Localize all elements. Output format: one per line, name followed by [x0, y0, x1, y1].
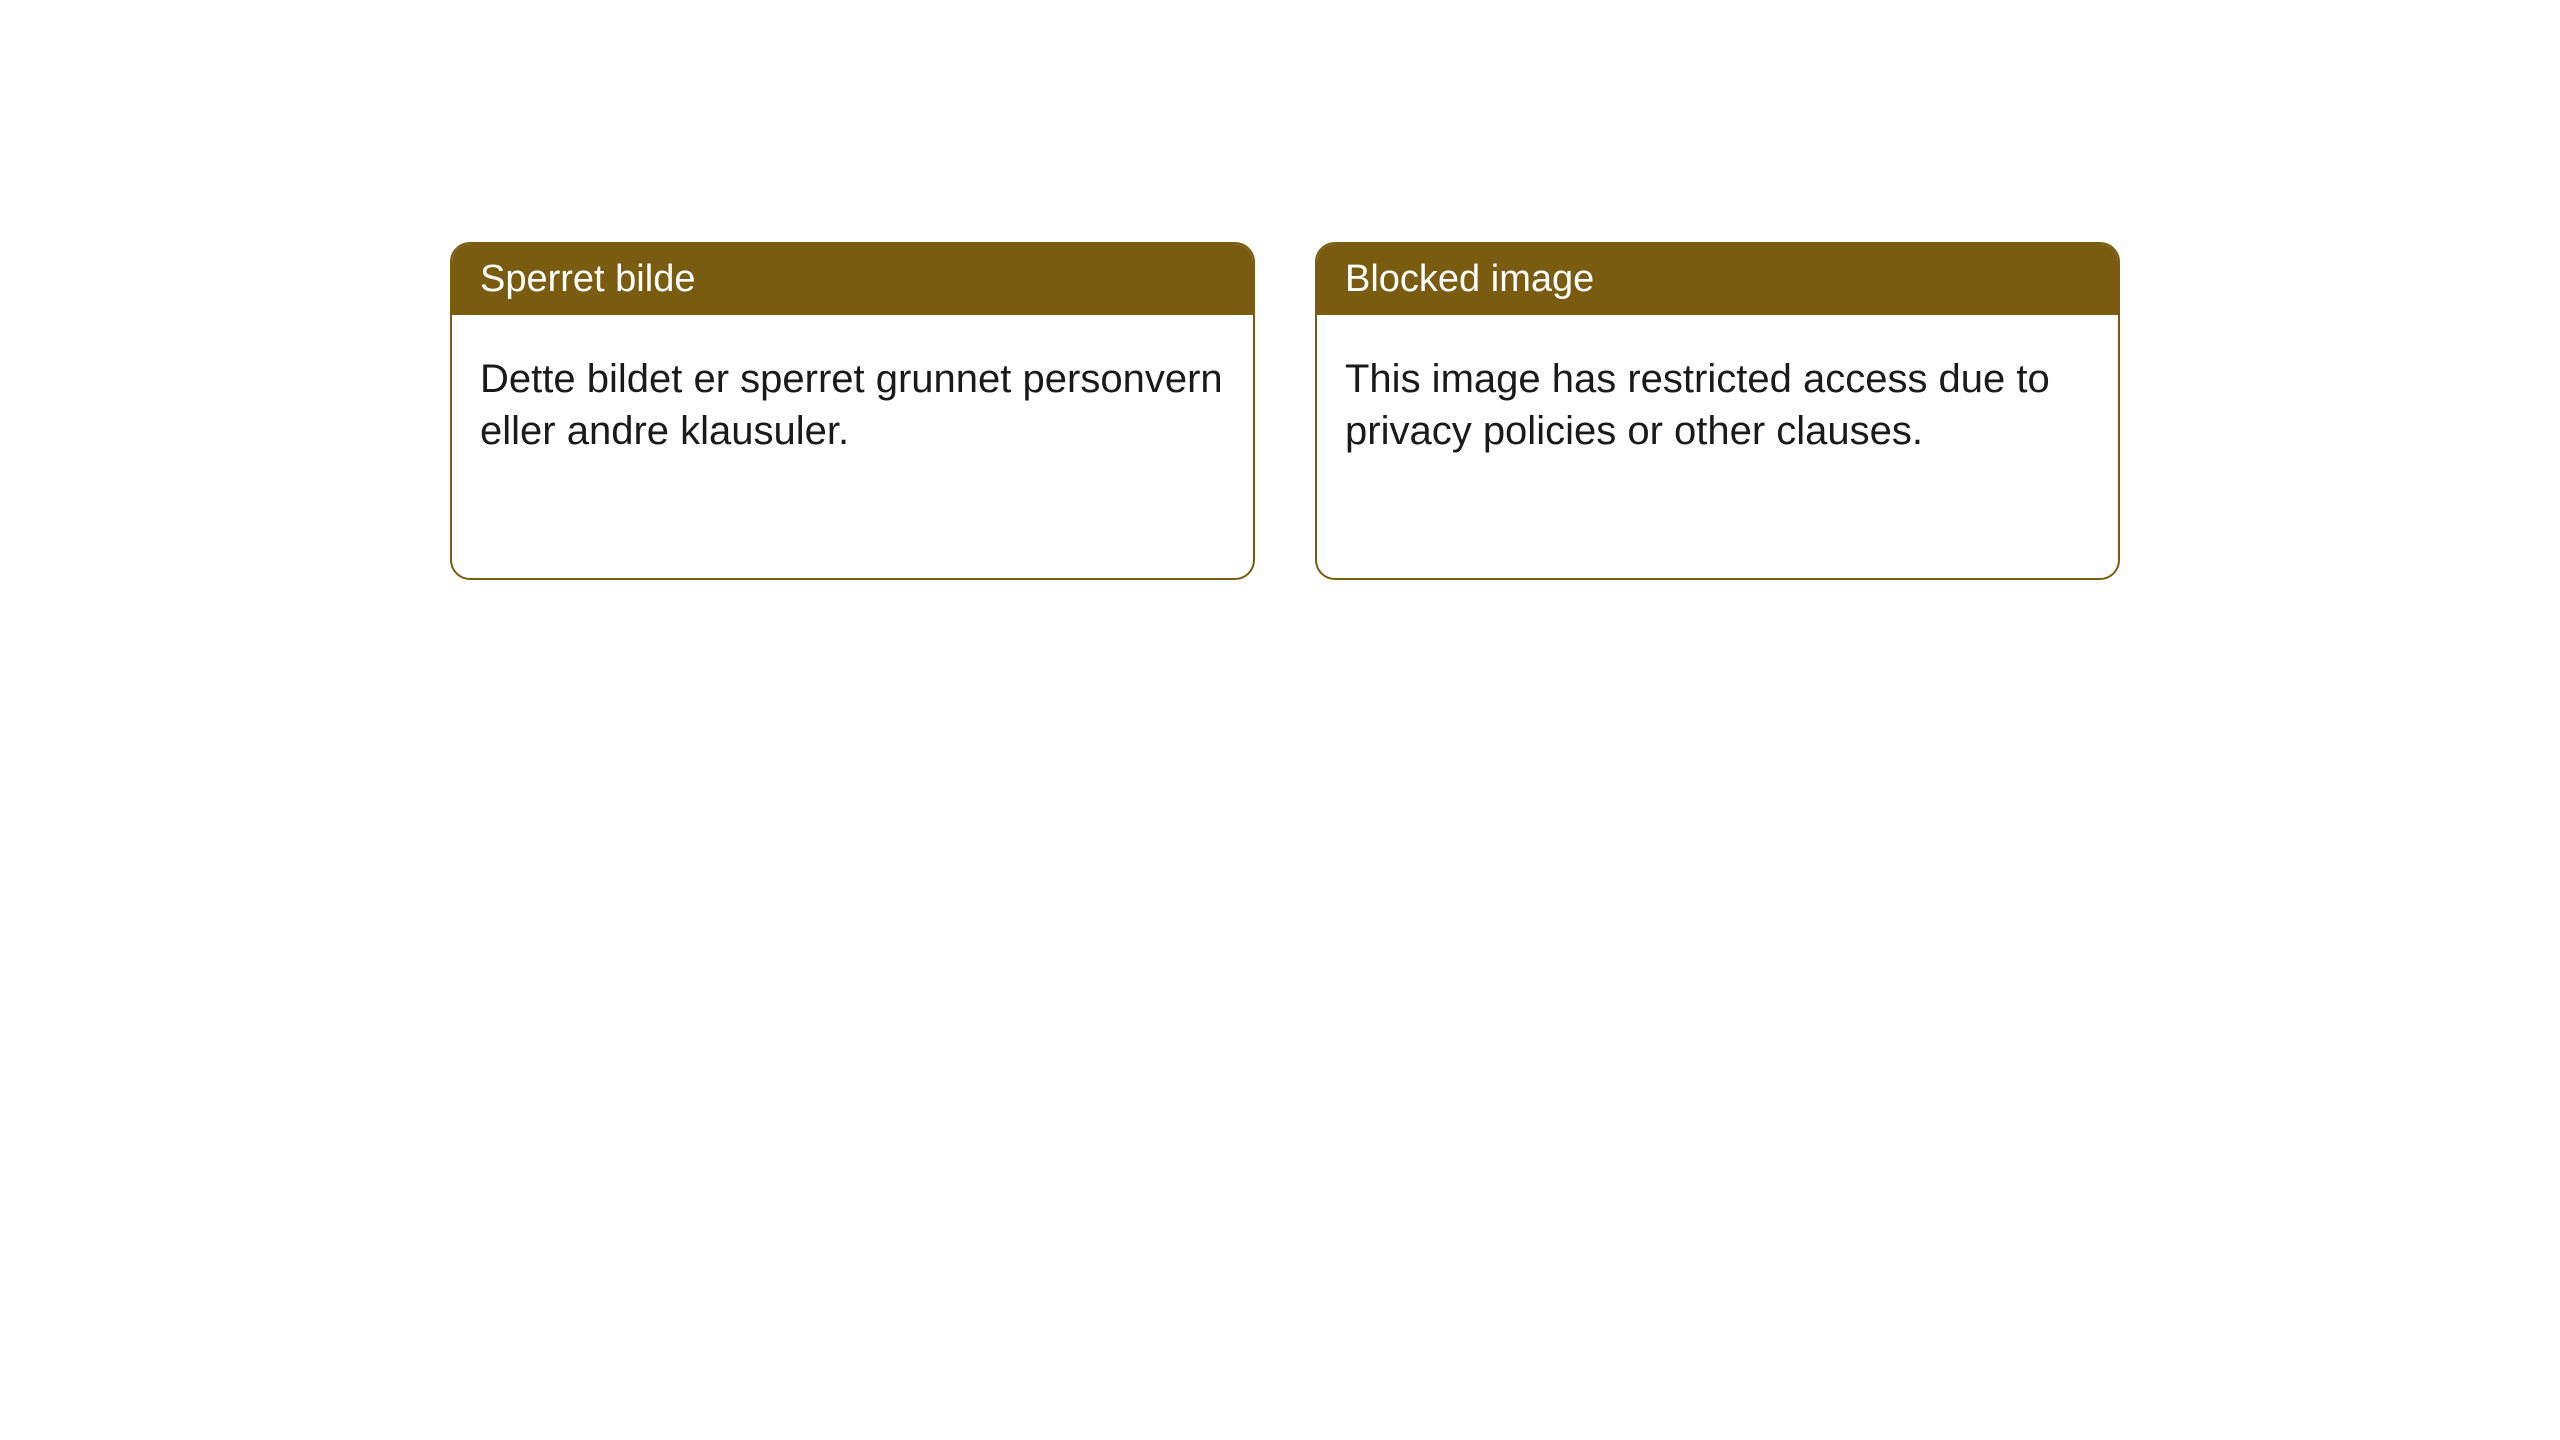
cards-container: Sperret bilde Dette bildet er sperret gr… [450, 242, 2120, 580]
card-header: Sperret bilde [452, 244, 1253, 315]
card-body: Dette bildet er sperret grunnet personve… [452, 315, 1253, 495]
card-title: Blocked image [1345, 258, 1594, 300]
card-message: This image has restricted access due to … [1345, 357, 2050, 453]
blocked-image-card-norwegian: Sperret bilde Dette bildet er sperret gr… [450, 242, 1255, 580]
card-body: This image has restricted access due to … [1317, 315, 2118, 495]
card-header: Blocked image [1317, 244, 2118, 315]
blocked-image-card-english: Blocked image This image has restricted … [1315, 242, 2120, 580]
card-message: Dette bildet er sperret grunnet personve… [480, 357, 1223, 453]
card-title: Sperret bilde [480, 258, 695, 300]
